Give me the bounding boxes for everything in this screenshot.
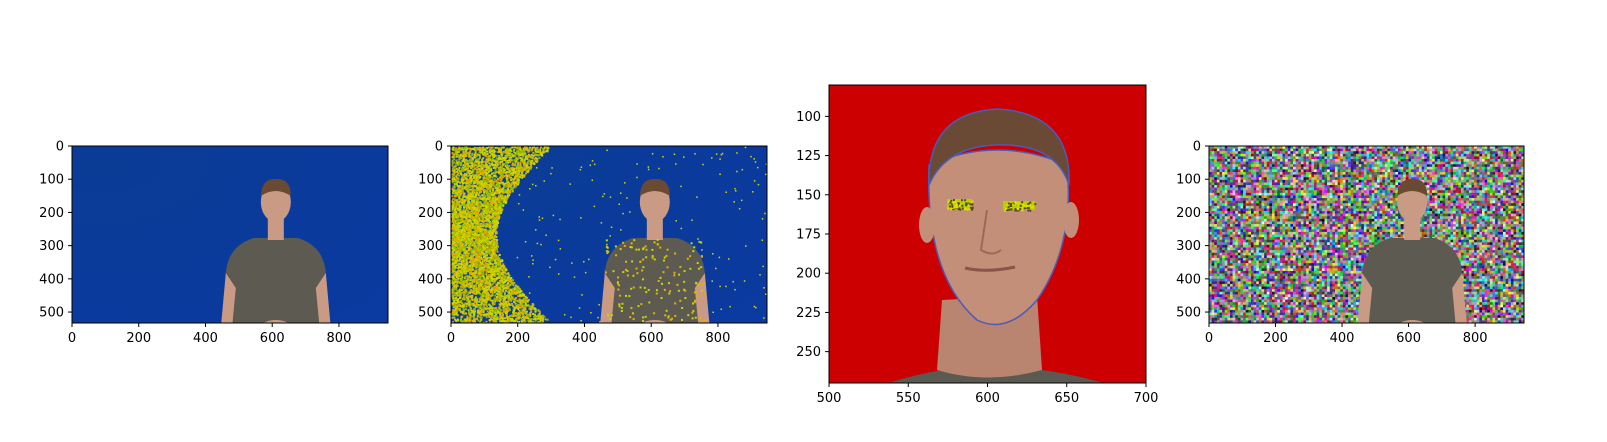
right-arm: [315, 273, 331, 323]
image: [829, 85, 1146, 383]
axes-frame-1: [71, 145, 389, 324]
y-tick-label: 0: [435, 140, 443, 155]
neck: [646, 218, 663, 240]
x-tick-label: 500: [817, 391, 842, 406]
hair: [260, 178, 291, 196]
panel-4: 0 200 400 600 800 0 100 200 300 400 500: [1176, 140, 1525, 346]
x-tick-label: 800: [706, 331, 731, 346]
y-tick-label: 225: [796, 306, 821, 321]
y-tick-label: 500: [418, 306, 443, 321]
y-tick-label: 400: [418, 272, 443, 287]
panel-3: 500 550 600 650 700 100 125 150 175 200 225 250: [796, 84, 1159, 406]
y-tick-label: 400: [39, 272, 64, 287]
x-tick-label: 200: [126, 331, 151, 346]
y-tick-label: 300: [1176, 239, 1201, 254]
y-tick-label: 200: [39, 206, 64, 221]
y-tick-label: 100: [418, 173, 443, 188]
y-tick-label: 200: [796, 267, 821, 282]
mouth: [964, 265, 1016, 272]
shirt: [225, 238, 326, 323]
x-tick-label: 600: [639, 331, 664, 346]
y-tick-label: 0: [56, 140, 64, 155]
hands: [1399, 320, 1425, 323]
x-tick-label: 700: [1134, 391, 1159, 406]
right-ear: [1063, 202, 1079, 238]
hair: [1397, 178, 1428, 196]
x-tick-label: 400: [1330, 331, 1355, 346]
image: [72, 146, 388, 323]
x-tick-label: 800: [327, 331, 352, 346]
x-tick-label: 0: [1205, 331, 1213, 346]
x-tick-label: 600: [260, 331, 285, 346]
y-tick-label: 400: [1176, 272, 1201, 287]
hair: [928, 108, 1070, 186]
panel-2: 0 200 400 600 800 0 100 200 300 400 500: [418, 140, 768, 346]
x-tick-label: 550: [896, 391, 921, 406]
x-tick-label: 200: [505, 331, 530, 346]
y-tick-label: 100: [39, 173, 64, 188]
x-tick-label: 400: [193, 331, 218, 346]
left-arm: [1357, 273, 1373, 323]
y-tick-label: 0: [1193, 140, 1201, 155]
x-tick-label: 600: [1396, 331, 1421, 346]
hair: [639, 178, 670, 196]
y-tick-label: 100: [796, 110, 821, 125]
x-tick-label: 200: [1263, 331, 1288, 346]
neck: [267, 218, 284, 240]
y-tick-label: 250: [796, 345, 821, 360]
right-arm: [1452, 273, 1467, 323]
neck: [1404, 218, 1421, 240]
image: [1209, 146, 1524, 323]
left-ear: [919, 207, 935, 243]
left-arm: [600, 273, 615, 323]
y-tick-label: 125: [796, 149, 821, 164]
x-tick-label: 400: [572, 331, 597, 346]
axes-frame-4: [1208, 145, 1525, 324]
y-tick-label: 500: [1176, 306, 1201, 321]
image: [451, 146, 767, 323]
y-tick-label: 150: [796, 188, 821, 203]
axes-frame-2: [450, 145, 768, 324]
x-tick-label: 0: [68, 331, 76, 346]
x-tick-label: 800: [1463, 331, 1488, 346]
shirt: [1362, 238, 1463, 323]
x-tick-label: 650: [1054, 391, 1079, 406]
left-arm: [221, 273, 236, 323]
y-tick-label: 100: [1176, 173, 1201, 188]
y-tick-label: 300: [418, 239, 443, 254]
y-tick-label: 200: [1176, 206, 1201, 221]
y-tick-label: 175: [796, 228, 821, 243]
panel-1: 0 200 400 600 800 0 100 200 300 400 500: [39, 140, 389, 346]
y-tick-label: 500: [39, 306, 64, 321]
face: [927, 149, 1070, 326]
nose: [979, 209, 1002, 255]
x-tick-label: 600: [975, 391, 1000, 406]
y-tick-label: 200: [418, 206, 443, 221]
x-tick-label: 0: [447, 331, 455, 346]
hands: [642, 320, 668, 323]
hands: [263, 320, 289, 323]
y-tick-label: 300: [39, 239, 64, 254]
